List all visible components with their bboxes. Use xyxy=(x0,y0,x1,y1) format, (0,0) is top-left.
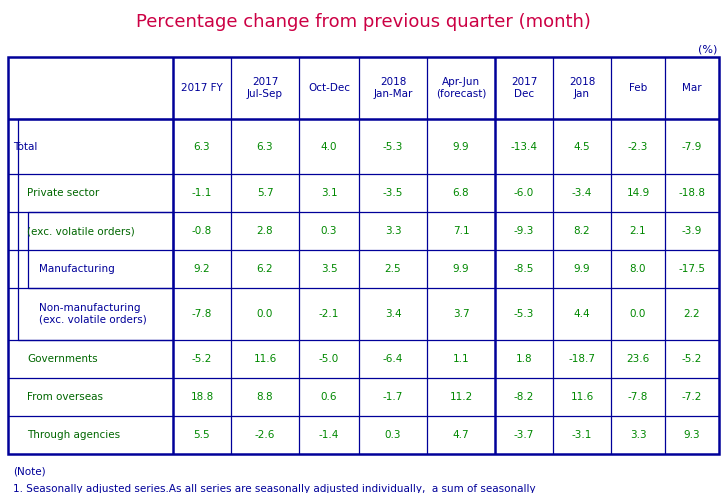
Text: Oct-Dec: Oct-Dec xyxy=(308,83,350,93)
Text: -1.4: -1.4 xyxy=(319,430,339,440)
Text: 7.1: 7.1 xyxy=(453,226,469,236)
Text: 2017
Jul-Sep: 2017 Jul-Sep xyxy=(247,77,283,99)
Text: 6.3: 6.3 xyxy=(194,141,211,151)
Text: -3.1: -3.1 xyxy=(572,430,592,440)
Text: 6.8: 6.8 xyxy=(453,188,469,198)
Text: -2.3: -2.3 xyxy=(628,141,648,151)
Text: -5.0: -5.0 xyxy=(319,354,339,364)
Text: 0.3: 0.3 xyxy=(321,226,338,236)
Text: Apr-Jun
(forecast): Apr-Jun (forecast) xyxy=(436,77,486,99)
Bar xyxy=(8,57,719,454)
Text: Private sector: Private sector xyxy=(27,188,99,198)
Text: From overseas: From overseas xyxy=(27,392,103,402)
Text: 0.6: 0.6 xyxy=(321,392,338,402)
Text: -7.9: -7.9 xyxy=(682,141,702,151)
Text: Total: Total xyxy=(13,141,37,151)
Text: 5.5: 5.5 xyxy=(194,430,211,440)
Text: -0.8: -0.8 xyxy=(192,226,212,236)
Text: 3.3: 3.3 xyxy=(629,430,646,440)
Text: 4.7: 4.7 xyxy=(453,430,469,440)
Text: -6.4: -6.4 xyxy=(383,354,403,364)
Text: Percentage change from previous quarter (month): Percentage change from previous quarter … xyxy=(136,13,590,31)
Bar xyxy=(28,212,173,288)
Text: 3.3: 3.3 xyxy=(385,226,401,236)
Text: 9.9: 9.9 xyxy=(574,264,590,274)
Text: 2.2: 2.2 xyxy=(684,309,701,319)
Text: 3.4: 3.4 xyxy=(385,309,401,319)
Text: -9.3: -9.3 xyxy=(514,226,534,236)
Text: 2.1: 2.1 xyxy=(629,226,646,236)
Text: (%): (%) xyxy=(698,44,717,54)
Text: -18.7: -18.7 xyxy=(568,354,595,364)
Text: 11.6: 11.6 xyxy=(253,354,277,364)
Text: Through agencies: Through agencies xyxy=(27,430,120,440)
Text: -5.3: -5.3 xyxy=(383,141,403,151)
Text: 2017 FY: 2017 FY xyxy=(181,83,223,93)
Text: 9.3: 9.3 xyxy=(684,430,701,440)
Text: 1.8: 1.8 xyxy=(515,354,532,364)
Text: -7.8: -7.8 xyxy=(628,392,648,402)
Text: Mar: Mar xyxy=(682,83,702,93)
Text: 14.9: 14.9 xyxy=(627,188,650,198)
Text: 4.4: 4.4 xyxy=(574,309,590,319)
Text: Manufacturing: Manufacturing xyxy=(39,264,115,274)
Text: -13.4: -13.4 xyxy=(510,141,537,151)
Text: -7.8: -7.8 xyxy=(192,309,212,319)
Text: -8.5: -8.5 xyxy=(514,264,534,274)
Text: 4.5: 4.5 xyxy=(574,141,590,151)
Text: Governments: Governments xyxy=(27,354,97,364)
Text: -1.7: -1.7 xyxy=(383,392,403,402)
Text: 2018
Jan-Mar: 2018 Jan-Mar xyxy=(373,77,412,99)
Text: 8.2: 8.2 xyxy=(574,226,590,236)
Text: 2018
Jan: 2018 Jan xyxy=(568,77,595,99)
Text: -6.0: -6.0 xyxy=(514,188,534,198)
Text: 2.5: 2.5 xyxy=(385,264,401,274)
Text: 9.9: 9.9 xyxy=(453,264,469,274)
Text: -1.1: -1.1 xyxy=(192,188,212,198)
Text: 3.1: 3.1 xyxy=(321,188,338,198)
Text: -3.4: -3.4 xyxy=(572,188,592,198)
Bar xyxy=(18,119,173,340)
Text: -17.5: -17.5 xyxy=(679,264,706,274)
Text: 6.2: 6.2 xyxy=(257,264,273,274)
Text: 11.6: 11.6 xyxy=(571,392,594,402)
Text: -3.5: -3.5 xyxy=(383,188,403,198)
Text: -8.2: -8.2 xyxy=(514,392,534,402)
Text: 3.7: 3.7 xyxy=(453,309,469,319)
Text: 0.0: 0.0 xyxy=(630,309,646,319)
Text: 18.8: 18.8 xyxy=(190,392,213,402)
Text: (exc. volatile orders): (exc. volatile orders) xyxy=(27,226,135,236)
Text: 2017
Dec: 2017 Dec xyxy=(511,77,537,99)
Text: 1.1: 1.1 xyxy=(453,354,469,364)
Text: -5.3: -5.3 xyxy=(514,309,534,319)
Text: Non-manufacturing
(exc. volatile orders): Non-manufacturing (exc. volatile orders) xyxy=(39,303,147,325)
Text: 5.7: 5.7 xyxy=(257,188,273,198)
Text: -5.2: -5.2 xyxy=(682,354,702,364)
Text: 9.2: 9.2 xyxy=(194,264,211,274)
Text: 8.8: 8.8 xyxy=(257,392,273,402)
Text: -3.9: -3.9 xyxy=(682,226,702,236)
Text: -2.1: -2.1 xyxy=(319,309,339,319)
Text: 6.3: 6.3 xyxy=(257,141,273,151)
Text: 11.2: 11.2 xyxy=(449,392,473,402)
Text: -18.8: -18.8 xyxy=(679,188,706,198)
Text: -2.6: -2.6 xyxy=(255,430,275,440)
Text: 3.5: 3.5 xyxy=(321,264,338,274)
Text: 2.8: 2.8 xyxy=(257,226,273,236)
Text: 0.0: 0.0 xyxy=(257,309,273,319)
Text: 9.9: 9.9 xyxy=(453,141,469,151)
Text: -3.7: -3.7 xyxy=(514,430,534,440)
Text: 0.3: 0.3 xyxy=(385,430,401,440)
Text: 23.6: 23.6 xyxy=(627,354,650,364)
Text: Feb: Feb xyxy=(629,83,647,93)
Text: 1. Seasonally adjusted series.As all series are seasonally adjusted individually: 1. Seasonally adjusted series.As all ser… xyxy=(13,484,536,493)
Text: 4.0: 4.0 xyxy=(321,141,338,151)
Text: (Note): (Note) xyxy=(13,466,46,476)
Text: -5.2: -5.2 xyxy=(192,354,212,364)
Text: 8.0: 8.0 xyxy=(629,264,646,274)
Text: -7.2: -7.2 xyxy=(682,392,702,402)
